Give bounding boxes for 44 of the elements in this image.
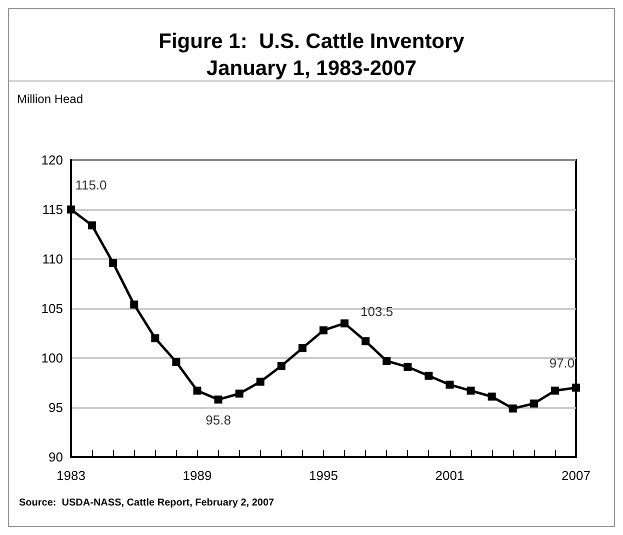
x-tick-label: 1989	[182, 468, 212, 483]
y-tick-label: 120	[41, 152, 63, 168]
x-tick-label: 1983	[56, 468, 86, 483]
point	[362, 337, 370, 346]
y-tick-label: 110	[42, 252, 63, 266]
data-label: 95.8	[206, 412, 231, 428]
point	[277, 362, 286, 370]
point	[109, 258, 118, 267]
point	[214, 396, 222, 404]
point	[151, 334, 160, 342]
point	[88, 221, 96, 230]
data-label: 97.0	[549, 356, 575, 371]
source-note: Source: USDA-NASS, Cattle Report, February 2, 2007	[19, 498, 275, 508]
x-tick-label: 2007	[562, 468, 590, 483]
point	[320, 326, 328, 334]
chart-title: Figure 1: U.S. Cattle Inventory January 1, 1983-2007	[158, 30, 465, 80]
point	[488, 392, 496, 401]
point	[193, 386, 202, 395]
y-tick-label: 95	[48, 400, 63, 415]
x-tick-label: 2001	[435, 468, 464, 483]
point	[446, 380, 454, 389]
data-label: 115.0	[75, 178, 107, 192]
point	[550, 386, 559, 395]
point	[508, 404, 517, 412]
point	[424, 372, 433, 380]
y-tick-label: 115	[42, 202, 63, 217]
point	[67, 206, 75, 214]
point	[235, 390, 244, 398]
point	[256, 378, 264, 386]
y-axis-title: Million Head	[17, 92, 84, 106]
point	[340, 319, 349, 328]
y-tick-label: 90	[48, 450, 63, 464]
point	[298, 344, 306, 352]
point	[130, 300, 138, 309]
point	[572, 384, 580, 392]
point	[172, 358, 180, 366]
data-label: 103.5	[360, 304, 394, 319]
point	[404, 362, 412, 371]
y-tick-label: 105	[41, 301, 63, 316]
x-tick-label: 1995	[309, 468, 338, 483]
y-tick-label: 100	[41, 350, 63, 366]
point	[530, 400, 538, 408]
point	[382, 356, 391, 365]
point	[466, 386, 475, 395]
